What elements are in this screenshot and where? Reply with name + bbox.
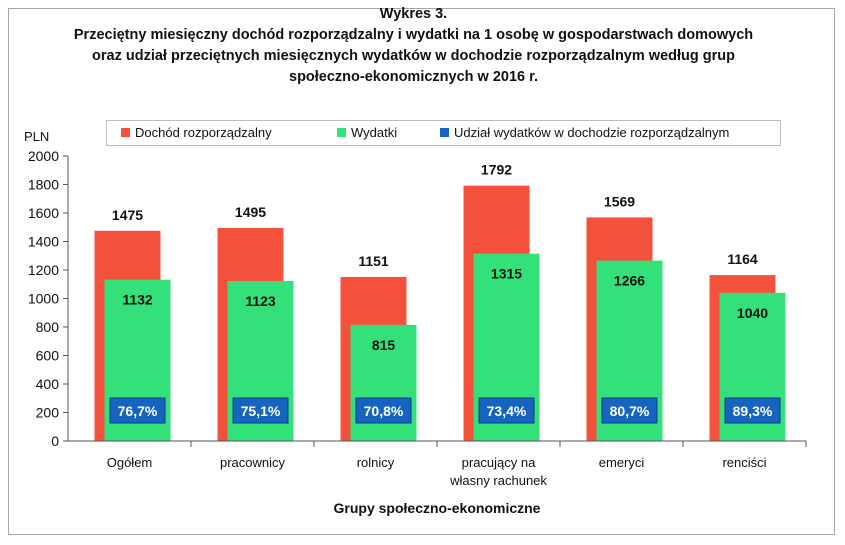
x-tick-label: pracujący na własny rachunek xyxy=(449,455,547,488)
y-tick-label: 1800 xyxy=(28,177,59,193)
data-label-expenses: 815 xyxy=(372,337,396,353)
title-line-2: Przeciętny miesięczny dochód rozporządza… xyxy=(73,27,754,43)
y-axis-label: PLN xyxy=(24,129,49,144)
data-label-expenses: 1123 xyxy=(245,293,276,309)
share-badge xyxy=(109,397,166,424)
y-tick-label: 1200 xyxy=(28,262,59,278)
data-label-income: 1164 xyxy=(727,251,758,267)
legend-swatch-expenses xyxy=(337,128,346,137)
title-line-3: oraz udział przeciętnych miesięcznych wy… xyxy=(92,48,735,64)
share-label: 80,7% xyxy=(610,403,650,419)
chart-title: Wykres 3. Przeciętny miesięczny dochód r… xyxy=(0,4,827,88)
share-badge xyxy=(232,397,289,424)
legend-item-share: Udział wydatków w dochodzie rozporządzal… xyxy=(440,125,729,140)
data-label-expenses: 1040 xyxy=(737,305,768,321)
x-tick-label: pracownicy xyxy=(220,455,286,470)
legend-swatch-share xyxy=(440,128,449,137)
title-line-1: Wykres 3. xyxy=(379,6,448,22)
x-axis-label: Grupy społeczno-ekonomiczne xyxy=(334,500,541,516)
y-tick-label: 1000 xyxy=(28,291,59,307)
legend-item-income: Dochód rozporządzalny xyxy=(121,125,272,140)
y-tick-label: 200 xyxy=(36,405,60,421)
data-label-income: 1569 xyxy=(604,193,635,209)
legend-label-expenses: Wydatki xyxy=(351,125,398,140)
y-tick-label: 0 xyxy=(51,433,59,449)
data-label-income: 1151 xyxy=(358,253,389,269)
share-label: 89,3% xyxy=(733,403,773,419)
x-tick-label: renciści xyxy=(722,455,766,470)
y-tick-label: 1600 xyxy=(28,205,59,221)
y-tick-label: 400 xyxy=(36,376,60,392)
x-tick-label: emeryci xyxy=(599,455,645,470)
x-tick-label: rolnicy xyxy=(357,455,395,470)
y-tick-label: 600 xyxy=(36,348,60,364)
data-label-expenses: 1132 xyxy=(122,292,153,308)
share-badge xyxy=(478,397,535,424)
data-label-income: 1475 xyxy=(112,207,143,223)
share-label: 70,8% xyxy=(364,403,404,419)
y-tick-label: 800 xyxy=(36,319,60,335)
share-badge xyxy=(601,397,658,424)
y-tick-label: 1400 xyxy=(28,234,59,250)
share-label: 73,4% xyxy=(487,403,527,419)
share-badge xyxy=(724,397,781,424)
legend-label-income: Dochód rozporządzalny xyxy=(135,125,272,140)
share-label: 76,7% xyxy=(118,403,158,419)
y-tick-label: 2000 xyxy=(28,148,59,164)
data-label-income: 1495 xyxy=(235,204,266,220)
legend: Dochód rozporządzalny Wydatki Udział wyd… xyxy=(106,120,781,146)
share-badge xyxy=(355,397,412,424)
legend-label-share: Udział wydatków w dochodzie rozporządzal… xyxy=(454,125,730,140)
data-label-expenses: 1266 xyxy=(614,273,645,289)
x-tick-label: Ogółem xyxy=(107,455,153,470)
legend-item-expenses: Wydatki xyxy=(337,125,397,140)
legend-swatch-income xyxy=(121,128,130,137)
share-label: 75,1% xyxy=(241,403,281,419)
data-label-income: 1792 xyxy=(481,162,512,178)
data-label-expenses: 1315 xyxy=(491,266,522,282)
title-line-4: społeczno-ekonomicznych w 2016 r. xyxy=(289,69,538,85)
